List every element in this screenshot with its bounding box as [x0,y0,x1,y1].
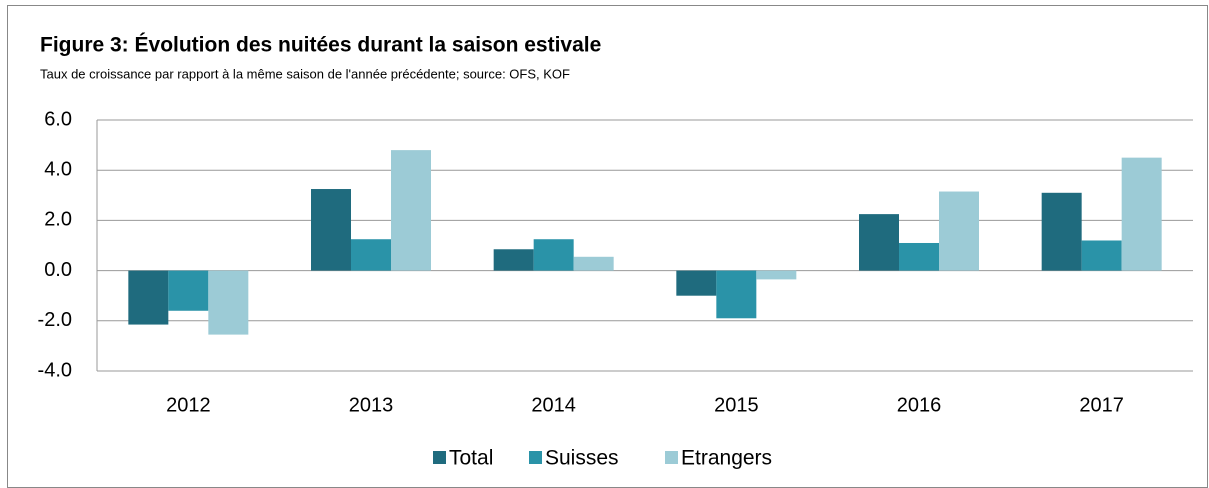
x-tick-label: 2012 [166,394,211,416]
chart-title: Figure 3: Évolution des nuitées durant l… [40,34,601,57]
bar [208,270,249,335]
x-tick-label: 2014 [531,394,576,416]
bar [311,189,351,271]
legend-label: Suisses [545,447,619,470]
bar [899,242,939,271]
y-tick-label: 4.0 [44,158,72,180]
x-tick-label: 2016 [897,394,942,416]
bar [1121,157,1162,271]
bar [939,191,979,271]
y-tick-label: -4.0 [38,359,72,381]
x-tick-label: 2015 [714,394,759,416]
x-tick-label: 2017 [1079,394,1124,416]
frame [7,5,1208,488]
bar [128,270,169,325]
bar [716,270,757,319]
bar [676,270,717,296]
bar [351,239,391,271]
bar [756,270,797,280]
legend-label: Etrangers [681,447,772,470]
legend-label: Total [449,447,493,470]
bar [391,150,431,271]
y-tick-label: -2.0 [38,309,72,331]
bar [493,249,534,271]
bar [859,214,899,271]
y-tick-label: 2.0 [44,209,72,231]
x-tick-label: 2013 [349,394,394,416]
legend-swatch [665,451,678,464]
bar [1041,192,1082,271]
y-tick-label: 6.0 [44,108,72,130]
y-tick-label: 0.0 [44,259,72,281]
bar [168,270,209,311]
bar [573,256,614,271]
bar [533,239,574,271]
chart-subtitle: Taux de croissance par rapport à la même… [40,66,570,81]
legend-swatch [433,451,446,464]
legend-swatch [529,451,542,464]
bar [1081,240,1122,271]
